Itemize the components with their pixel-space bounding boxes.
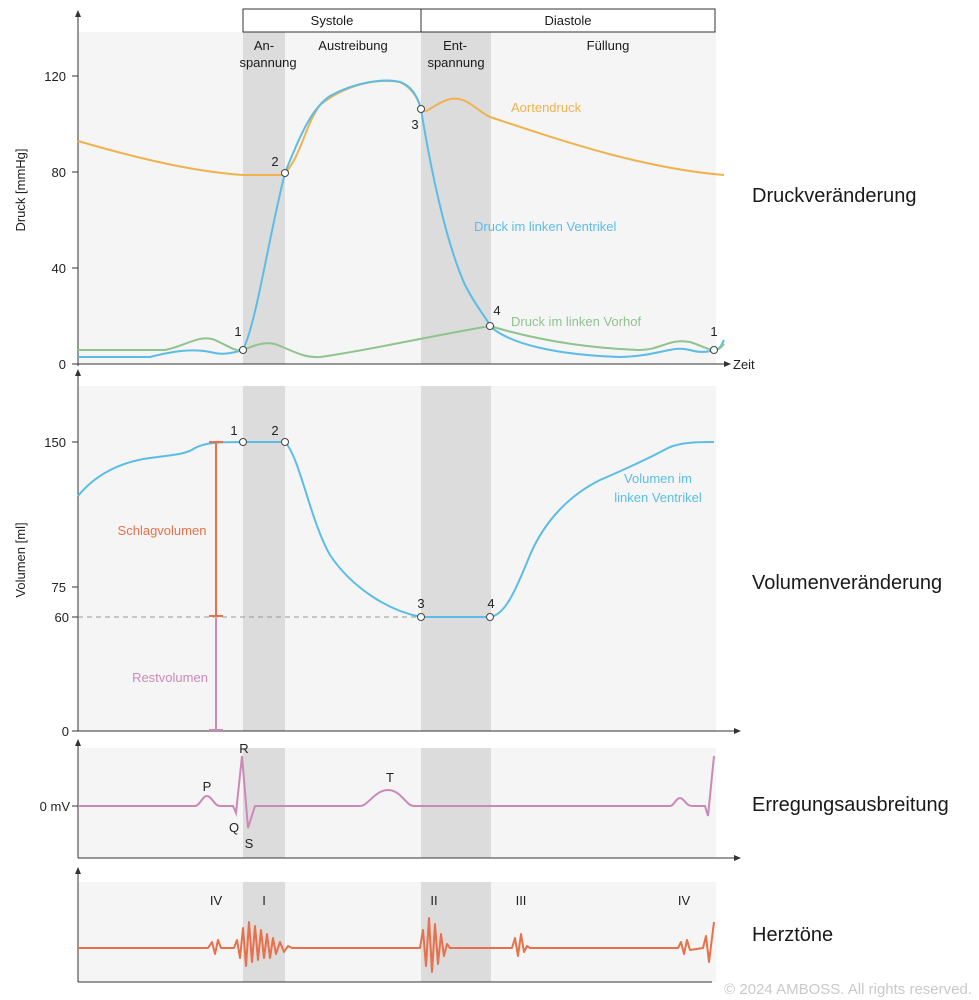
pressure-point-label-4: 4	[493, 303, 500, 318]
ecg-wave-r: R	[239, 741, 248, 756]
band-anspannung-ecg	[243, 748, 285, 858]
sound-label-iii: III	[516, 893, 527, 908]
volume-tick-label-75: 75	[52, 580, 66, 595]
volume-section-title: Volumenveränderung	[752, 572, 942, 594]
volume-point-1	[239, 438, 247, 446]
sound-label-ii: II	[430, 893, 437, 908]
sound-label-iv: IV	[210, 893, 223, 908]
pressure-tick-label-120: 120	[44, 69, 66, 84]
band-entspannung-ecg	[421, 748, 491, 858]
volume-tick-label-150: 150	[44, 435, 66, 450]
volume-point-label-2: 2	[271, 423, 278, 438]
ecg-wave-t: T	[386, 770, 394, 785]
pressure-point-label-2: 2	[271, 154, 278, 169]
pressure-point-3	[417, 105, 425, 113]
sounds-section-title: Herztöne	[752, 924, 833, 946]
aortic-pressure-label: Aortendruck	[511, 100, 582, 115]
volume-point-label-3: 3	[417, 596, 424, 611]
anspannung-label-2: spannung	[239, 55, 296, 70]
volume-point-label-4: 4	[487, 596, 494, 611]
systole-label: Systole	[311, 13, 354, 28]
ecg-wave-p: P	[203, 779, 212, 794]
ventricular-volume-curve	[77, 441, 715, 618]
volume-curve-label-2: linken Ventrikel	[614, 490, 702, 505]
band-anspannung-volume	[243, 386, 285, 731]
fuellung-label: Füllung	[587, 38, 630, 53]
volume-point-4	[486, 613, 494, 621]
pressure-x-label: Zeit	[733, 357, 755, 372]
entspannung-label-2: spannung	[427, 55, 484, 70]
pressure-y-arrow	[75, 10, 81, 17]
band-anspannung-pressure	[243, 32, 285, 364]
atrial-pressure-curve	[78, 324, 725, 359]
pressure-tick-label-40: 40	[52, 261, 66, 276]
pressure-point-4	[486, 322, 494, 330]
atrial-pressure-label: Druck im linken Vorhof	[511, 314, 641, 329]
band-entspannung-pressure	[421, 32, 491, 364]
ecg-trace	[78, 755, 715, 829]
ecg-panel-bg	[78, 748, 716, 858]
pressure-y-label: Druck [mmHg]	[13, 148, 28, 231]
pressure-point-label-1-end: 1	[710, 324, 717, 339]
pressure-tick-label-80: 80	[52, 165, 66, 180]
copyright-notice: © 2024 AMBOSS. All rights reserved.	[724, 981, 972, 998]
entspannung-label-1: Ent-	[443, 38, 467, 53]
ecg-x-arrow	[734, 855, 741, 861]
diastole-label: Diastole	[545, 13, 592, 28]
volume-curve-label-1: Volumen im	[624, 471, 692, 486]
sound-label-iv-end: IV	[678, 893, 691, 908]
austreibung-label: Austreibung	[318, 38, 387, 53]
pressure-point-1-end	[710, 346, 718, 354]
ecg-wave-q: Q	[229, 820, 239, 835]
pressure-point-label-3: 3	[411, 117, 418, 132]
pressure-point-2	[281, 169, 289, 177]
pressure-point-label-1: 1	[234, 324, 241, 339]
heart-sounds-trace	[78, 917, 715, 973]
ecg-section-title: Erregungsausbreitung	[752, 794, 949, 816]
ecg-tick-label: 0 mV	[40, 799, 71, 814]
volume-tick-label-60: 60	[55, 610, 69, 625]
volume-panel-bg	[78, 386, 716, 731]
residual-volume-label: Restvolumen	[132, 670, 208, 685]
pressure-point-1	[239, 346, 247, 354]
volume-x-arrow	[734, 728, 741, 734]
volume-point-label-1: 1	[230, 423, 237, 438]
volume-y-arrow	[75, 369, 81, 376]
stroke-volume-label: Schlagvolumen	[118, 523, 207, 538]
sound-label-i: I	[262, 893, 266, 908]
pressure-panel-bg	[78, 32, 716, 364]
volume-tick-label-0: 0	[62, 724, 69, 739]
ventricular-pressure-label: Druck im linken Ventrikel	[474, 219, 616, 234]
sounds-panel-bg	[78, 882, 716, 982]
volume-point-3	[417, 613, 425, 621]
pressure-x-arrow	[724, 361, 731, 367]
sounds-y-arrow	[75, 867, 81, 874]
volume-point-2	[281, 438, 289, 446]
pressure-tick-label-0: 0	[59, 357, 66, 372]
pressure-section-title: Druckveränderung	[752, 185, 917, 207]
diastole-box	[420, 8, 716, 33]
ecg-wave-s: S	[245, 836, 254, 851]
anspannung-label-1: An-	[254, 38, 274, 53]
ecg-y-arrow	[75, 739, 81, 746]
volume-y-label: Volumen [ml]	[13, 522, 28, 597]
band-entspannung-volume	[421, 386, 491, 731]
